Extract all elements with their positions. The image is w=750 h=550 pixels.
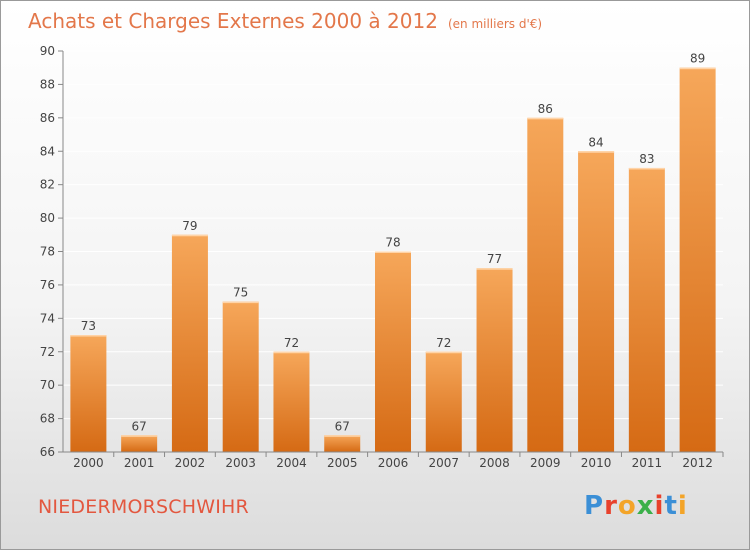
x-tick-label: 2000 (73, 456, 104, 470)
bar-highlight (324, 435, 361, 437)
y-tick-label: 74 (40, 311, 55, 325)
chart-subtitle: (en milliers d'€) (447, 17, 543, 31)
x-tick-labels: 2000 2001 2002 2003 2004 2005 2006 2007 2008 2009… (73, 456, 713, 470)
bar-highlight (527, 117, 564, 120)
bar-highlight (70, 335, 107, 337)
logo-letter: t (664, 491, 678, 521)
y-tick-label: 80 (40, 211, 55, 225)
y-tick-label: 78 (40, 245, 55, 259)
place-name: NIEDERMORSCHWIHR (38, 496, 249, 518)
bar-highlight (171, 234, 208, 237)
data-label: 78 (385, 236, 400, 250)
data-label: 67 (335, 419, 350, 433)
data-label: 72 (436, 336, 451, 350)
logo-letter: P (584, 491, 605, 521)
x-tick-label: 2011 (632, 456, 663, 470)
y-tick-label: 76 (40, 278, 55, 292)
bar-2008 (476, 268, 513, 452)
data-label: 67 (132, 419, 147, 433)
x-tick-label: 2001 (124, 456, 155, 470)
data-label: 73 (81, 319, 96, 333)
bar-highlight (679, 67, 716, 70)
x-tick-label: 2003 (225, 456, 256, 470)
bar-highlight (375, 251, 411, 253)
logo-letter: o (617, 491, 637, 521)
bar-2012 (679, 67, 716, 452)
data-label: 75 (233, 286, 248, 300)
y-tick-label: 82 (40, 178, 55, 192)
y-tick-label: 68 (40, 412, 55, 426)
data-labels: 73 67 79 75 72 67 78 72 77 86 84 83 89 (81, 52, 706, 434)
logo-letter: r (604, 491, 618, 521)
bar-2001 (121, 435, 158, 452)
x-tick-label: 2007 (428, 456, 459, 470)
bar-2005 (324, 435, 361, 452)
bars (70, 67, 716, 453)
y-tick-labels: 66 68 70 72 74 76 78 80 82 84 86 88 90 (40, 44, 55, 459)
bar-2011 (628, 167, 665, 453)
bar-2004 (273, 351, 310, 452)
data-label: 83 (639, 152, 654, 166)
y-tick-label: 86 (40, 111, 55, 125)
x-tick-label: 2008 (479, 456, 510, 470)
logo-letter: x (636, 491, 655, 521)
bar-2010 (578, 151, 615, 452)
y-tick-label: 70 (40, 378, 55, 392)
data-label: 89 (690, 52, 705, 66)
bar-highlight (273, 351, 310, 354)
bar-highlight (222, 301, 259, 304)
data-label: 84 (588, 135, 603, 149)
bar-2009 (527, 117, 564, 452)
x-tick-label: 2009 (530, 456, 561, 470)
bar-highlight (121, 435, 158, 437)
bar-2003 (222, 301, 259, 452)
bar-2006 (375, 251, 411, 452)
bar-highlight (628, 167, 665, 170)
y-tick-label: 84 (40, 144, 55, 158)
x-tick-label: 2002 (175, 456, 206, 470)
bar-highlight (578, 151, 615, 153)
x-tick-label: 2004 (276, 456, 307, 470)
bar-2000 (70, 335, 107, 452)
logo-letter: i (677, 491, 688, 521)
x-tick-label: 2006 (378, 456, 409, 470)
data-label: 77 (487, 252, 502, 266)
bar-2007 (425, 351, 462, 452)
y-tick-label: 90 (40, 44, 55, 58)
data-label: 72 (284, 336, 299, 350)
x-tick-label: 2010 (581, 456, 612, 470)
chart-title: Achats et Charges Externes 2000 à 2012 (e… (28, 9, 542, 33)
bar-highlight (476, 268, 513, 270)
bar-2002 (171, 234, 208, 452)
data-label: 86 (538, 102, 553, 116)
data-label: 79 (182, 219, 197, 233)
logo-letter: i (654, 491, 665, 521)
proxiti-logo: Proxiti (584, 491, 688, 521)
y-tick-label: 66 (40, 445, 55, 459)
axes (58, 50, 724, 457)
y-tick-label: 88 (40, 77, 55, 91)
chart-title-text: Achats et Charges Externes 2000 à 2012 (28, 9, 438, 33)
x-tick-label: 2012 (682, 456, 713, 470)
x-tick-label: 2005 (327, 456, 358, 470)
y-tick-label: 72 (40, 345, 55, 359)
bar-highlight (425, 351, 462, 354)
